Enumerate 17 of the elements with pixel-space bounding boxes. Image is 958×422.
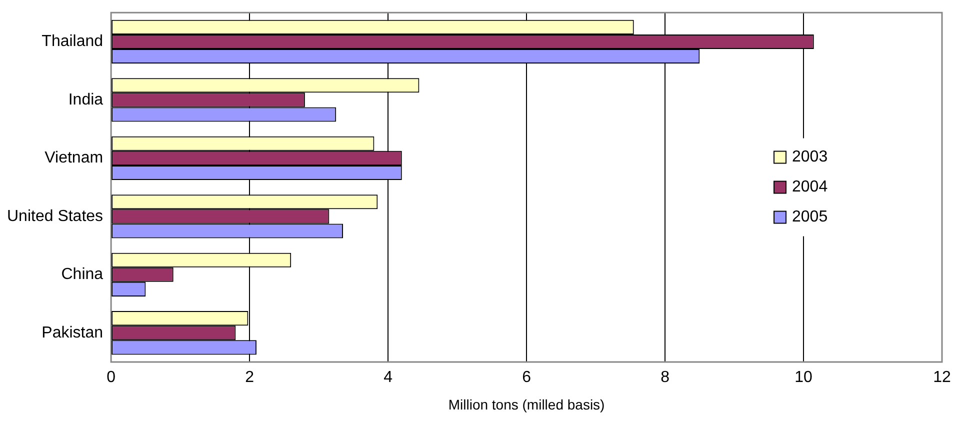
x-tick-label: 12 — [933, 369, 951, 386]
y-tick-label: Thailand — [42, 33, 104, 50]
y-tick-label: United States — [6, 208, 104, 225]
x-tick-label: 4 — [384, 369, 393, 386]
x-tick-label: 6 — [522, 369, 532, 386]
x-tick-label: 2 — [245, 369, 254, 386]
x-tick-label: 10 — [794, 369, 813, 386]
legend-label: 2005 — [792, 208, 828, 226]
y-tick-label: Pakistan — [42, 324, 104, 342]
x-tick-label: 8 — [660, 369, 670, 386]
y-tick-label: India — [68, 91, 104, 108]
legend-label: 2004 — [792, 178, 828, 196]
y-tick-label: Vietnam — [44, 150, 104, 167]
x-tick-label: 0 — [106, 369, 116, 386]
y-tick-label: China — [61, 266, 104, 284]
legend-label: 2003 — [792, 148, 828, 166]
x-axis-title: Million tons (milled basis) — [448, 396, 605, 412]
